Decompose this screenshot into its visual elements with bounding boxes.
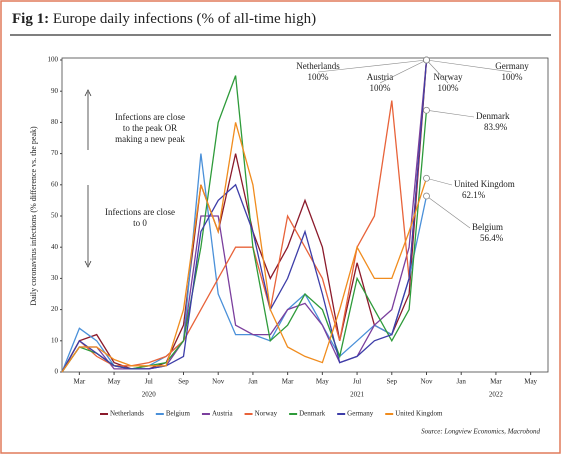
annotation-value: 56.4%: [480, 233, 504, 243]
legend-label: Germany: [347, 410, 374, 418]
y-tick-label: 80: [51, 118, 59, 126]
y-tick-label: 20: [51, 305, 59, 313]
annotation-value: 100%: [308, 72, 330, 82]
annotation-name: Austria: [367, 72, 394, 82]
year-label: 2020: [142, 391, 157, 399]
title-text: Europe daily infections (% of all-time h…: [53, 11, 316, 27]
x-tick-label: Nov: [212, 378, 225, 386]
legend-label: Norway: [255, 410, 278, 418]
note-text: to the peak OR: [123, 123, 177, 133]
year-label: 2021: [350, 391, 365, 399]
series-line: [61, 122, 428, 373]
x-tick-label: Mar: [490, 378, 502, 386]
x-tick-label: Jan: [248, 378, 258, 386]
chart-title: Fig 1: Europe daily infections (% of all…: [12, 11, 316, 27]
annotation-value: 62.1%: [462, 190, 486, 200]
series-line: [61, 59, 428, 373]
x-tick-label: Mar: [282, 378, 294, 386]
x-tick-label: May: [316, 378, 329, 386]
legend-label: Netherlands: [110, 410, 144, 418]
annotation-name: Netherlands: [296, 61, 340, 71]
annotation-value: 83.9%: [484, 122, 508, 132]
title-prefix: Fig 1:: [12, 11, 49, 27]
annotation-dot: [423, 56, 430, 64]
y-tick-label: 0: [55, 368, 59, 376]
annotation-value: 100%: [438, 83, 460, 93]
year-label: 2022: [489, 391, 504, 399]
x-tick-label: Jul: [353, 378, 361, 386]
annotation-name: Norway: [434, 72, 463, 82]
y-axis-label: Daily coronavirus infections (% differen…: [29, 126, 38, 306]
annotation-dot: [423, 106, 430, 114]
annotation-value: 100%: [502, 72, 524, 82]
annotation-name: Belgium: [472, 222, 503, 232]
series-line: [61, 59, 428, 373]
y-tick-label: 50: [51, 212, 59, 220]
x-tick-label: Jan: [457, 378, 467, 386]
note-text: Infections are close: [105, 207, 175, 217]
legend-label: Belgium: [166, 410, 191, 418]
annotation-leader: [426, 109, 475, 118]
legend-label: Austria: [212, 410, 234, 418]
annotation-leader: [426, 195, 471, 229]
note-text: making a new peak: [115, 134, 185, 144]
y-tick-label: 10: [51, 336, 59, 344]
note-text: Infections are close: [115, 112, 185, 122]
x-tick-label: Sep: [387, 378, 398, 386]
source: Source: Longview Economics, Macrobond: [421, 428, 540, 436]
annotation-leader: [379, 59, 427, 84]
y-tick-label: 70: [51, 149, 59, 157]
annotation-dot: [423, 174, 430, 182]
note-text: to 0: [133, 218, 147, 228]
plot-frame: [61, 57, 549, 373]
x-tick-label: May: [524, 378, 537, 386]
arrow-head: [84, 89, 92, 97]
x-tick-label: Mar: [74, 378, 86, 386]
y-tick-label: 90: [51, 87, 59, 95]
legend-label: United Kingdom: [395, 410, 443, 418]
annotation-value: 100%: [370, 83, 392, 93]
annotation-leader: [426, 59, 513, 73]
y-tick-label: 30: [51, 274, 59, 282]
annotation-name: Germany: [495, 61, 529, 71]
annotation-leader: [317, 59, 427, 73]
legend-label: Denmark: [299, 410, 326, 418]
x-tick-label: Sep: [178, 378, 189, 386]
x-tick-label: May: [108, 378, 121, 386]
annotation-name: United Kingdom: [454, 179, 515, 189]
annotation-leader: [426, 177, 453, 186]
annotation-name: Denmark: [476, 111, 510, 121]
x-tick-label: Jul: [145, 378, 153, 386]
y-tick-label: 100: [48, 56, 59, 64]
arrow-head: [84, 260, 92, 268]
y-tick-label: 60: [51, 180, 59, 188]
annotation-leader: [426, 59, 449, 84]
annotation-dot: [423, 192, 430, 200]
series-line: [61, 59, 428, 373]
x-tick-label: Nov: [420, 378, 433, 386]
y-tick-label: 40: [51, 243, 59, 251]
